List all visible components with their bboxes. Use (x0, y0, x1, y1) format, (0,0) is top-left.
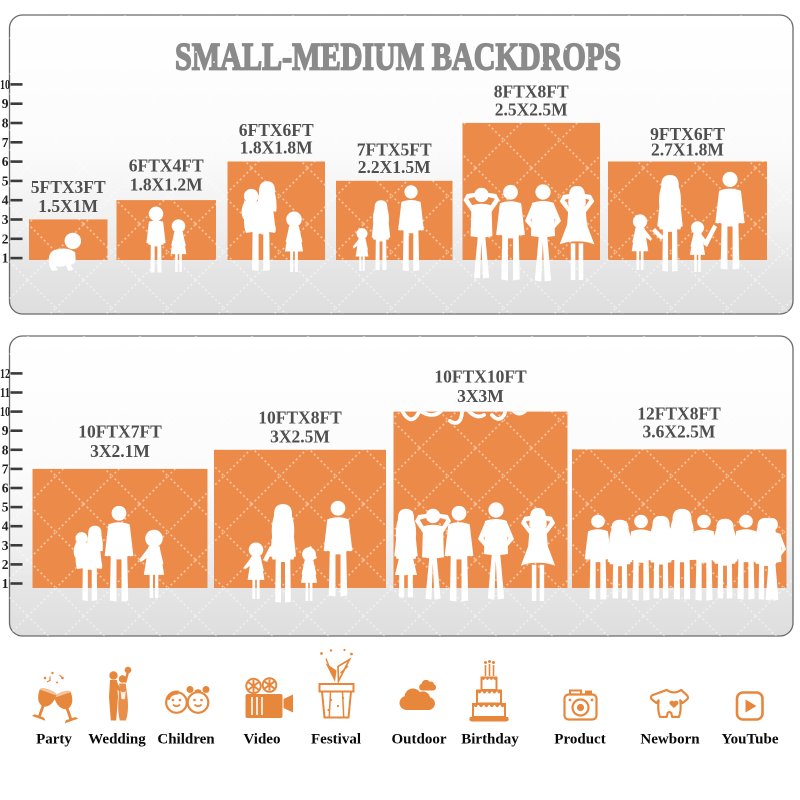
svg-text:8FTX8FT: 8FTX8FT (494, 82, 569, 102)
svg-text:3.6X2.5M: 3.6X2.5M (643, 422, 716, 442)
svg-text:8: 8 (2, 116, 9, 131)
svg-text:10FTX8FT: 10FTX8FT (258, 408, 342, 428)
svg-text:6FTX4FT: 6FTX4FT (129, 155, 204, 175)
svg-text:3X2.5M: 3X2.5M (270, 427, 330, 447)
svg-text:10: 10 (0, 77, 10, 92)
svg-text:Festival: Festival (311, 732, 361, 748)
svg-text:2.5X2.5M: 2.5X2.5M (495, 100, 568, 120)
svg-text:10FTX10FT: 10FTX10FT (434, 367, 527, 387)
svg-text:8: 8 (2, 442, 9, 457)
svg-text:Party: Party (36, 732, 72, 748)
svg-text:11: 11 (0, 385, 10, 400)
svg-text:12FTX8FT: 12FTX8FT (637, 404, 721, 424)
svg-text:5: 5 (2, 173, 9, 188)
svg-text:10FTX7FT: 10FTX7FT (78, 422, 162, 442)
svg-text:10: 10 (0, 404, 10, 419)
svg-text:2.2X1.5M: 2.2X1.5M (358, 157, 431, 177)
svg-text:6: 6 (2, 154, 9, 169)
svg-text:2.7X1.8M: 2.7X1.8M (651, 140, 724, 160)
svg-text:2: 2 (2, 231, 9, 246)
svg-text:SMALL-MEDIUM BACKDROPS: SMALL-MEDIUM BACKDROPS (175, 36, 621, 79)
svg-text:3: 3 (2, 538, 9, 553)
svg-text:7: 7 (2, 135, 9, 150)
svg-text:6: 6 (2, 481, 9, 496)
svg-text:9: 9 (2, 423, 9, 438)
svg-text:9FTX6FT: 9FTX6FT (650, 124, 725, 144)
svg-text:Wedding: Wedding (88, 732, 146, 748)
svg-text:5: 5 (2, 500, 9, 515)
svg-text:7FTX5FT: 7FTX5FT (357, 140, 432, 160)
svg-text:3: 3 (2, 212, 9, 227)
svg-text:YouTube: YouTube (722, 732, 779, 748)
svg-text:2: 2 (2, 557, 9, 572)
svg-text:Birthday: Birthday (461, 732, 519, 748)
svg-text:Children: Children (157, 732, 215, 748)
svg-text:4: 4 (2, 519, 9, 534)
svg-text:1: 1 (2, 576, 9, 591)
svg-text:Newborn: Newborn (640, 732, 700, 748)
svg-text:6FTX6FT: 6FTX6FT (239, 120, 314, 140)
svg-text:4: 4 (2, 193, 9, 208)
svg-text:5FTX3FT: 5FTX3FT (31, 177, 106, 197)
svg-text:1.8X1.8M: 1.8X1.8M (240, 138, 313, 158)
svg-text:Product: Product (554, 732, 605, 748)
svg-text:1.8X1.2M: 1.8X1.2M (130, 174, 203, 194)
svg-text:Outdoor: Outdoor (391, 732, 446, 748)
svg-text:9: 9 (2, 96, 9, 111)
svg-text:3X3M: 3X3M (457, 386, 504, 406)
svg-text:7: 7 (2, 461, 9, 476)
svg-text:3X2.1M: 3X2.1M (90, 441, 150, 461)
svg-text:1.5X1M: 1.5X1M (38, 196, 98, 216)
svg-text:1: 1 (2, 251, 9, 266)
svg-text:Video: Video (244, 732, 281, 748)
svg-text:12: 12 (0, 366, 10, 381)
